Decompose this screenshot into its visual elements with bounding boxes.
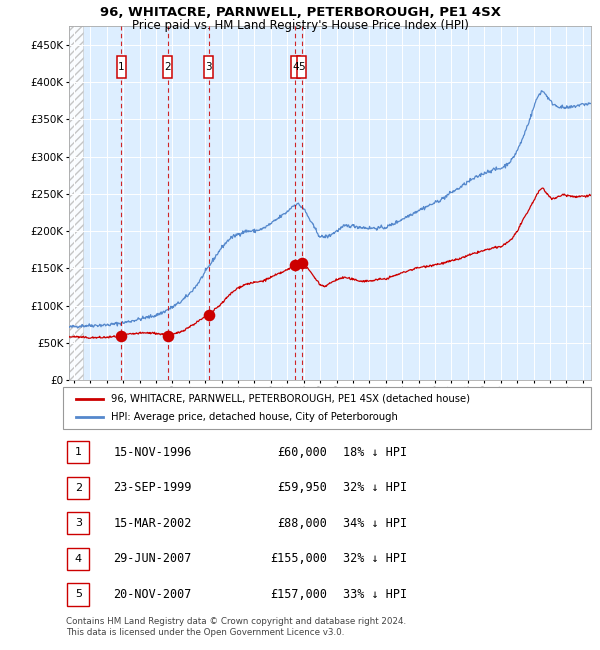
Text: 18% ↓ HPI: 18% ↓ HPI (343, 445, 407, 458)
Text: 29-JUN-2007: 29-JUN-2007 (113, 552, 191, 566)
Text: £157,000: £157,000 (270, 588, 327, 601)
Text: 15-NOV-1996: 15-NOV-1996 (113, 445, 191, 458)
FancyBboxPatch shape (163, 56, 172, 78)
Text: £88,000: £88,000 (277, 517, 327, 530)
Text: 3: 3 (75, 518, 82, 528)
Text: 32% ↓ HPI: 32% ↓ HPI (343, 481, 407, 494)
Point (204, 309, 214, 320)
Text: Contains HM Land Registry data © Crown copyright and database right 2024.: Contains HM Land Registry data © Crown c… (66, 618, 406, 627)
FancyBboxPatch shape (67, 584, 89, 606)
Text: £155,000: £155,000 (270, 552, 327, 566)
Text: 34% ↓ HPI: 34% ↓ HPI (343, 517, 407, 530)
Text: 2: 2 (75, 483, 82, 493)
Text: £60,000: £60,000 (277, 445, 327, 458)
Text: 1: 1 (118, 62, 125, 72)
Text: 1: 1 (75, 447, 82, 457)
Text: 3: 3 (205, 62, 212, 72)
Text: 5: 5 (298, 62, 305, 72)
FancyBboxPatch shape (116, 56, 126, 78)
Text: 33% ↓ HPI: 33% ↓ HPI (343, 588, 407, 601)
Point (297, 258, 307, 268)
Text: Price paid vs. HM Land Registry's House Price Index (HPI): Price paid vs. HM Land Registry's House … (131, 19, 469, 32)
FancyBboxPatch shape (67, 476, 89, 499)
Point (116, 330, 126, 341)
Text: 4: 4 (75, 554, 82, 564)
Text: 23-SEP-1999: 23-SEP-1999 (113, 481, 191, 494)
FancyBboxPatch shape (297, 56, 306, 78)
Text: 5: 5 (75, 590, 82, 599)
Text: 4: 4 (292, 62, 299, 72)
FancyBboxPatch shape (67, 441, 89, 463)
Text: HPI: Average price, detached house, City of Peterborough: HPI: Average price, detached house, City… (110, 412, 397, 422)
Text: 96, WHITACRE, PARNWELL, PETERBOROUGH, PE1 4SX (detached house): 96, WHITACRE, PARNWELL, PETERBOROUGH, PE… (110, 394, 470, 404)
Point (290, 259, 300, 270)
FancyBboxPatch shape (63, 387, 591, 429)
Text: 96, WHITACRE, PARNWELL, PETERBOROUGH, PE1 4SX: 96, WHITACRE, PARNWELL, PETERBOROUGH, PE… (100, 6, 500, 20)
Text: This data is licensed under the Open Government Licence v3.0.: This data is licensed under the Open Gov… (66, 628, 344, 637)
Text: 20-NOV-2007: 20-NOV-2007 (113, 588, 191, 601)
Text: 15-MAR-2002: 15-MAR-2002 (113, 517, 191, 530)
FancyBboxPatch shape (67, 512, 89, 534)
Text: £59,950: £59,950 (277, 481, 327, 494)
Point (163, 330, 173, 341)
FancyBboxPatch shape (67, 548, 89, 570)
FancyBboxPatch shape (291, 56, 300, 78)
Text: 2: 2 (164, 62, 171, 72)
FancyBboxPatch shape (204, 56, 213, 78)
Text: 32% ↓ HPI: 32% ↓ HPI (343, 552, 407, 566)
